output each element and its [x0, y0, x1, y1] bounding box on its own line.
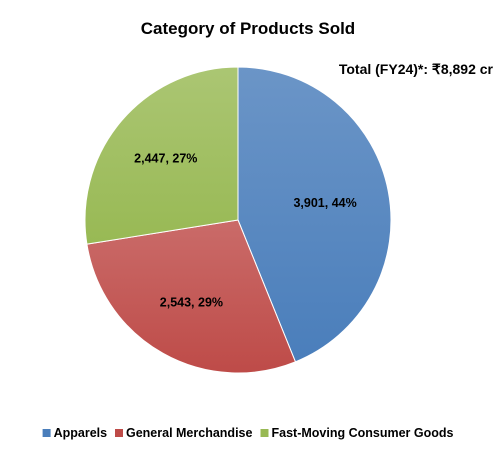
legend-item: Fast-Moving Consumer Goods — [260, 426, 454, 440]
legend-swatch — [115, 429, 123, 437]
legend-label: Fast-Moving Consumer Goods — [272, 426, 454, 440]
slice-labels: 3,901, 44% 2,543, 29% 2,447, 27% — [134, 151, 357, 309]
legend-label: Apparels — [54, 426, 108, 440]
legend-swatch — [260, 429, 269, 437]
legend-item: Apparels — [42, 426, 108, 440]
pie-slices — [84, 66, 392, 374]
legend-item: General Merchandise — [115, 426, 252, 440]
slice-data-label: 3,901, 44% — [293, 196, 356, 210]
chart-title: Category of Products Sold — [141, 19, 355, 38]
pie-slice-general-merchandise — [86, 219, 297, 374]
pie-slice-fast-moving-consumer-goods — [84, 66, 239, 245]
legend-swatch — [42, 429, 51, 437]
slice-data-label: 2,447, 27% — [134, 151, 197, 165]
slice-data-label: 2,543, 29% — [160, 296, 223, 310]
total-annotation: Total (FY24)*: ₹8,892 cr — [339, 61, 494, 77]
legend-label: General Merchandise — [126, 426, 252, 440]
pie-slice-apparels — [237, 66, 392, 363]
legend: Apparels General Merchandise Fast-Moving C… — [42, 426, 454, 440]
